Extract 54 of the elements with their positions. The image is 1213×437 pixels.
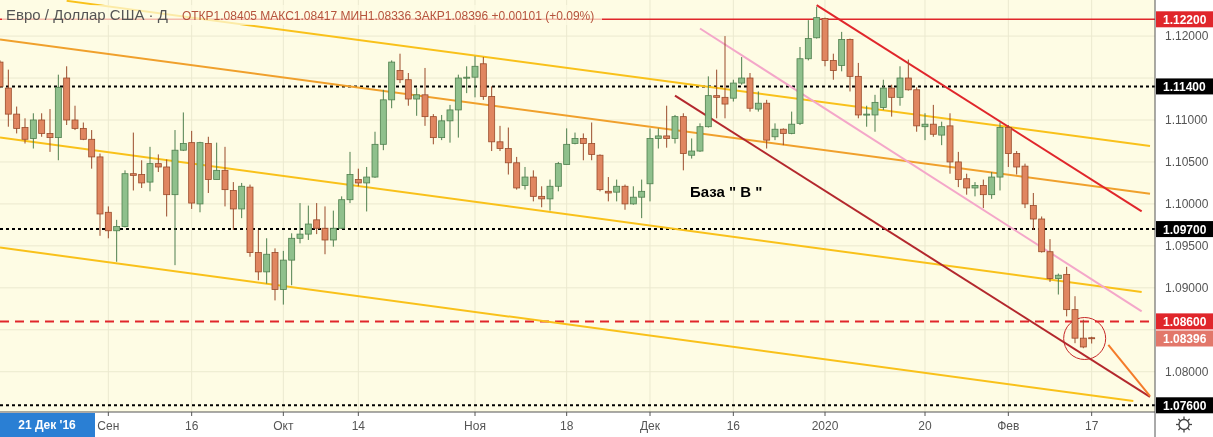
candlestick (29, 112, 37, 150)
candlestick (971, 181, 979, 197)
candlestick (896, 65, 904, 107)
y-tick-label: 1.12000 (1165, 29, 1209, 44)
candlestick (413, 87, 421, 117)
text: 21 Дек '16 (18, 418, 77, 432)
annotation: База " В " (690, 183, 763, 200)
candlestick (663, 105, 671, 149)
x-tick-label: Сен (97, 419, 120, 433)
chart-title: Евро / Доллар США · Д (6, 6, 168, 23)
ref-line-label: 1.07600 (1163, 398, 1207, 413)
candlestick (521, 166, 529, 191)
x-tick-label: Ноя (464, 419, 486, 433)
candlestick (754, 90, 762, 113)
candlestick (888, 84, 896, 118)
x-tick-label: 14 (351, 419, 366, 433)
candlestick (929, 104, 937, 138)
y-tick-label: 1.11000 (1165, 112, 1208, 127)
candlestick (238, 182, 246, 219)
x-tick-label: Дек (639, 419, 661, 433)
candlestick (671, 114, 679, 144)
y-tick-label: 1.10000 (1165, 196, 1209, 211)
candlestick (938, 121, 946, 146)
ref-line-label: 1.12200 (1163, 12, 1207, 27)
candlestick (613, 179, 621, 202)
y-tick-label: 1.09000 (1165, 280, 1209, 295)
candlestick (604, 176, 612, 202)
x-tick-label: Окт (273, 419, 294, 433)
x-tick-label: 2020 (811, 419, 839, 433)
candlestick (921, 112, 929, 141)
candlestick (221, 146, 229, 207)
ref-line-label: 1.08600 (1163, 314, 1207, 329)
x-tick-label: Фев (997, 419, 1020, 433)
candlestick (813, 6, 821, 40)
text: 1.08396 (1163, 331, 1207, 346)
text: ОТКР1.08405 МАКС1.08417 МИН1.08336 ЗАКР1.08396 +0.00101 (+0.09%) (181, 9, 595, 23)
ref-line-label: 1.09700 (1163, 222, 1207, 237)
y-tick-label: 1.10500 (1165, 154, 1209, 169)
candlestick (213, 142, 221, 181)
x-tick-label: 16 (184, 419, 199, 433)
y-tick-label: 1.08000 (1165, 364, 1209, 379)
y-tick-label: 1.09500 (1165, 238, 1209, 253)
candlestick (979, 179, 987, 209)
ref-line-label: 1.11400 (1163, 79, 1207, 94)
candlestick (771, 122, 779, 141)
candlestick (621, 184, 629, 211)
candlestick (1054, 273, 1062, 296)
x-tick-label: 18 (559, 419, 574, 433)
candlestick (229, 181, 237, 231)
x-tick-label: 20 (918, 419, 932, 433)
candlestick (263, 237, 271, 285)
x-tick-label: 16 (726, 419, 741, 433)
candlestick (146, 146, 154, 192)
x-tick-label: 17 (1084, 419, 1099, 433)
